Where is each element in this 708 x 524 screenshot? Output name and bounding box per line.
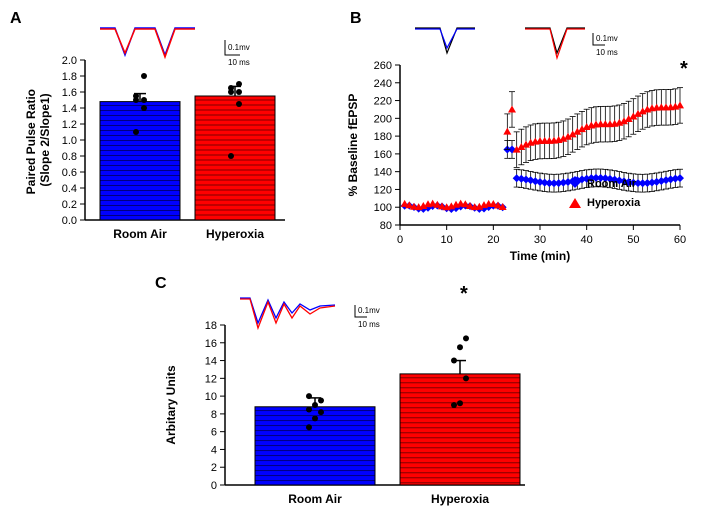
svg-text:16: 16	[205, 338, 217, 350]
svg-text:220: 220	[374, 96, 392, 108]
scale-top-c: 0.1mv	[358, 306, 380, 315]
svg-text:1.2: 1.2	[62, 119, 77, 131]
panelC-cat0: Room Air	[288, 492, 342, 506]
svg-text:140: 140	[374, 167, 392, 179]
panelA-ylabel: Paired Pulse Ratio (Slope 2/Slope1)	[24, 86, 52, 195]
panelA-cat1: Hyperoxia	[206, 227, 264, 241]
svg-text:0: 0	[397, 234, 403, 246]
svg-text:0.4: 0.4	[62, 183, 77, 195]
scale-bottom: 10 ms	[228, 58, 250, 67]
panelC-ylabel: Arbitary Units	[164, 365, 178, 445]
panelB-ylabel: % Baseline fEPSP	[346, 94, 360, 197]
svg-text:20: 20	[487, 234, 499, 246]
svg-text:1.4: 1.4	[62, 103, 77, 115]
svg-text:2.0: 2.0	[62, 55, 77, 67]
panelB-xlabel: Time (min)	[510, 249, 570, 263]
svg-text:60: 60	[674, 234, 686, 246]
svg-text:1.8: 1.8	[62, 71, 77, 83]
svg-text:2: 2	[211, 462, 217, 474]
svg-text:10: 10	[441, 234, 453, 246]
svg-text:1.0: 1.0	[62, 135, 77, 147]
panel-c-chart: 0.1mv 10 ms * 0 2 4 6 8 10 12 14 16 18 Room Air H…	[155, 280, 555, 520]
svg-text:160: 160	[374, 149, 392, 161]
panelC-star: *	[460, 283, 468, 305]
panelA-cat0: Room Air	[113, 227, 167, 241]
svg-text:50: 50	[627, 234, 639, 246]
svg-text:240: 240	[374, 78, 392, 90]
svg-text:4: 4	[211, 444, 217, 456]
panelB-star: *	[680, 58, 688, 80]
panel-a-chart: 0.1mv 10 ms 0.0 0.2 0.4 0.6 0.8 1.0 1.2 1.4 1.6 1…	[15, 15, 315, 265]
svg-text:260: 260	[374, 60, 392, 72]
scale-bottom-c: 10 ms	[358, 320, 380, 329]
svg-text:12: 12	[205, 373, 217, 385]
svg-text:14: 14	[205, 356, 217, 368]
svg-text:200: 200	[374, 113, 392, 125]
svg-text:1.6: 1.6	[62, 87, 77, 99]
svg-text:40: 40	[581, 234, 593, 246]
legend-roomair: Room Air	[587, 178, 637, 190]
svg-text:0.0: 0.0	[62, 215, 77, 227]
svg-text:8: 8	[211, 409, 217, 421]
scale-bottom-b: 10 ms	[596, 48, 618, 57]
panel-b-chart: 0.1mv 10 ms * 80100120140160180200220240…	[340, 15, 705, 270]
svg-text:80: 80	[380, 220, 392, 232]
svg-text:0.8: 0.8	[62, 151, 77, 163]
legend-hyperoxia: Hyperoxia	[587, 197, 641, 209]
svg-text:180: 180	[374, 131, 392, 143]
svg-text:100: 100	[374, 202, 392, 214]
svg-text:6: 6	[211, 427, 217, 439]
panelC-cat1: Hyperoxia	[431, 492, 489, 506]
scale-top: 0.1mv	[228, 43, 250, 52]
svg-text:120: 120	[374, 184, 392, 196]
svg-text:0.2: 0.2	[62, 199, 77, 211]
figure-container: A 0.1mv 10 ms 0.00.20.40.60.81.01.21.41.…	[0, 0, 708, 524]
svg-text:0: 0	[211, 480, 217, 492]
scale-top-b: 0.1mv	[596, 34, 618, 43]
svg-text:10: 10	[205, 391, 217, 403]
svg-text:0.6: 0.6	[62, 167, 77, 179]
svg-text:30: 30	[534, 234, 546, 246]
svg-text:18: 18	[205, 320, 217, 332]
